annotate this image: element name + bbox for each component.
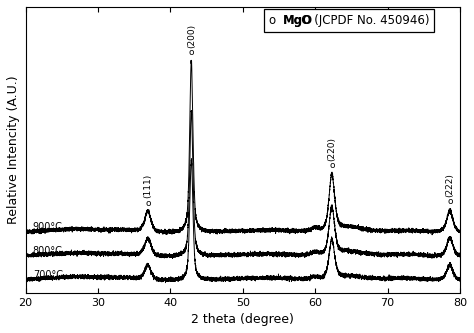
Text: o: o [447, 197, 453, 206]
Text: o: o [145, 198, 151, 207]
Y-axis label: Relative Intencity (A.U.): Relative Intencity (A.U.) [7, 76, 20, 224]
Text: 900°C: 900°C [33, 222, 63, 232]
Text: MgO: MgO [283, 14, 313, 27]
Text: (220): (220) [328, 137, 337, 161]
Text: o: o [189, 48, 194, 57]
Text: 800°C: 800°C [33, 246, 63, 256]
Text: (111): (111) [143, 174, 152, 198]
X-axis label: 2 theta (degree): 2 theta (degree) [191, 313, 294, 326]
Text: o: o [329, 161, 335, 170]
Text: 700°C: 700°C [33, 269, 63, 279]
Text: o  MgO (JCPDF No. 450946): o MgO (JCPDF No. 450946) [269, 14, 429, 27]
Text: (200): (200) [187, 24, 196, 48]
Text: (222): (222) [446, 173, 455, 197]
